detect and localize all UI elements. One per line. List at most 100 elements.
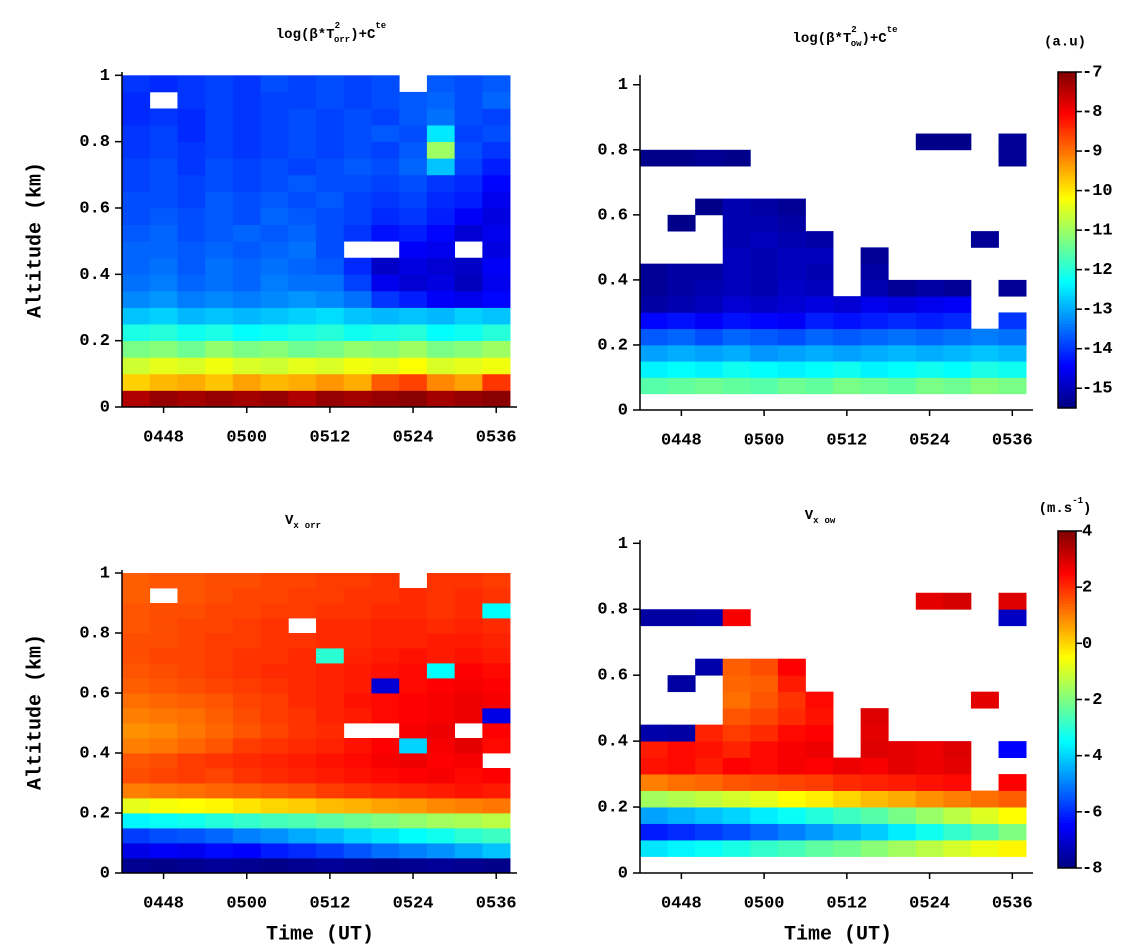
colorbar-strip bbox=[1058, 399, 1076, 403]
heatmap-cell bbox=[205, 813, 234, 829]
heatmap-cell bbox=[205, 207, 234, 225]
heatmap-cell bbox=[260, 828, 289, 844]
heatmap-cell bbox=[122, 75, 151, 93]
heatmap-cell bbox=[343, 373, 372, 391]
heatmap-cell bbox=[750, 840, 779, 857]
heatmap-cell bbox=[833, 774, 862, 791]
heatmap-cell bbox=[149, 141, 178, 159]
colorbar-strip bbox=[1058, 192, 1076, 196]
heatmap-cell bbox=[122, 603, 151, 619]
heatmap-cell bbox=[888, 774, 917, 791]
heatmap-cell bbox=[695, 807, 724, 824]
colorbar-strip bbox=[1058, 733, 1076, 737]
colorbar-strip bbox=[1058, 750, 1076, 754]
heatmap-cell bbox=[316, 75, 345, 93]
heatmap-cell bbox=[343, 324, 372, 342]
x-tick-label: 0448 bbox=[143, 894, 184, 913]
heatmap-cell bbox=[888, 344, 917, 362]
heatmap-cell bbox=[371, 141, 400, 159]
colorbar-strip bbox=[1058, 209, 1076, 213]
heatmap-cell bbox=[260, 274, 289, 292]
heatmap-cell bbox=[205, 843, 234, 859]
heatmap-cell bbox=[343, 108, 372, 126]
heatmap-cell bbox=[888, 377, 917, 395]
heatmap-cell bbox=[371, 257, 400, 275]
title-sub: x bbox=[293, 521, 299, 531]
heatmap-cell bbox=[695, 263, 724, 281]
colorbar-strip bbox=[1058, 660, 1076, 664]
heatmap-cell bbox=[371, 191, 400, 209]
heatmap-cell bbox=[288, 141, 317, 159]
heatmap-cell bbox=[777, 344, 806, 362]
heatmap-cell bbox=[426, 324, 456, 342]
heatmap-cell bbox=[426, 373, 456, 391]
heatmap-cell bbox=[122, 678, 151, 694]
heatmap-cell bbox=[205, 738, 234, 754]
heatmap-cell bbox=[482, 693, 511, 709]
heatmap-cell bbox=[888, 757, 917, 775]
heatmap-cell bbox=[833, 344, 862, 362]
heatmap-cell bbox=[343, 340, 372, 358]
heatmap-cell bbox=[122, 663, 151, 679]
heatmap-cell bbox=[149, 307, 178, 325]
heatmap-cell bbox=[205, 603, 234, 619]
heatmap-cell bbox=[998, 609, 1027, 627]
heatmap-cell bbox=[260, 207, 289, 225]
heatmap-cell bbox=[288, 843, 317, 859]
heatmap-cell bbox=[805, 757, 834, 775]
y-tick-label: 0.2 bbox=[597, 336, 628, 355]
heatmap-cell bbox=[177, 603, 206, 619]
colorbar-strip bbox=[1058, 741, 1076, 745]
heatmap-cell bbox=[177, 843, 206, 859]
heatmap-cell bbox=[454, 708, 483, 724]
heatmap-cell bbox=[482, 783, 511, 799]
heatmap-cell bbox=[205, 340, 234, 358]
heatmap-cell bbox=[426, 678, 456, 694]
colorbar-strip bbox=[1058, 648, 1076, 653]
colorbar-strip bbox=[1058, 640, 1076, 644]
colorbar-strip bbox=[1058, 716, 1076, 720]
heatmap-cell bbox=[288, 108, 317, 126]
heatmap-cell bbox=[998, 807, 1027, 824]
heatmap-cell bbox=[722, 790, 751, 808]
heatmap-cell bbox=[343, 390, 372, 408]
heatmap-cell bbox=[860, 312, 889, 330]
colorbar-strip bbox=[1058, 721, 1076, 726]
colorbar-strip bbox=[1058, 136, 1076, 140]
heatmap-cell bbox=[399, 241, 428, 259]
heatmap-cell bbox=[122, 174, 151, 192]
heatmap-cell bbox=[399, 207, 428, 225]
heatmap-cell bbox=[750, 344, 779, 362]
colorbar-strip bbox=[1058, 747, 1076, 751]
heatmap-cell bbox=[454, 91, 483, 109]
heatmap-cell bbox=[232, 648, 261, 664]
colorbar-strip bbox=[1058, 326, 1076, 331]
heatmap-cell bbox=[426, 588, 456, 604]
heatmap-cell bbox=[316, 798, 345, 814]
heatmap-cell bbox=[998, 823, 1027, 841]
heatmap-cell bbox=[888, 741, 917, 759]
heatmap-cell bbox=[149, 708, 178, 724]
heatmap-cell bbox=[205, 723, 234, 739]
panel-title: Vx orr bbox=[285, 513, 321, 532]
heatmap-cell bbox=[177, 307, 206, 325]
x-tick-label: 0512 bbox=[826, 894, 867, 913]
heatmap-cell bbox=[426, 75, 456, 93]
heatmap-cell bbox=[399, 141, 428, 159]
heatmap-cell bbox=[177, 257, 206, 275]
heatmap-cell bbox=[260, 324, 289, 342]
heatmap-cell bbox=[177, 108, 206, 126]
colorbar-strip bbox=[1058, 80, 1076, 84]
heatmap-cell bbox=[888, 312, 917, 330]
colorbar-tick-label: -9 bbox=[1082, 143, 1102, 162]
colorbar-strip bbox=[1058, 223, 1076, 227]
colorbar-strip bbox=[1058, 699, 1076, 703]
heatmap-cell bbox=[777, 214, 806, 232]
heatmap-cell bbox=[399, 257, 428, 275]
colorbar-strip bbox=[1058, 394, 1076, 398]
heatmap-cell bbox=[260, 663, 289, 679]
colorbar-strip bbox=[1058, 539, 1076, 543]
heatmap-cell bbox=[399, 858, 428, 874]
colorbar-strip bbox=[1058, 377, 1076, 381]
heatmap-cell bbox=[482, 573, 511, 589]
